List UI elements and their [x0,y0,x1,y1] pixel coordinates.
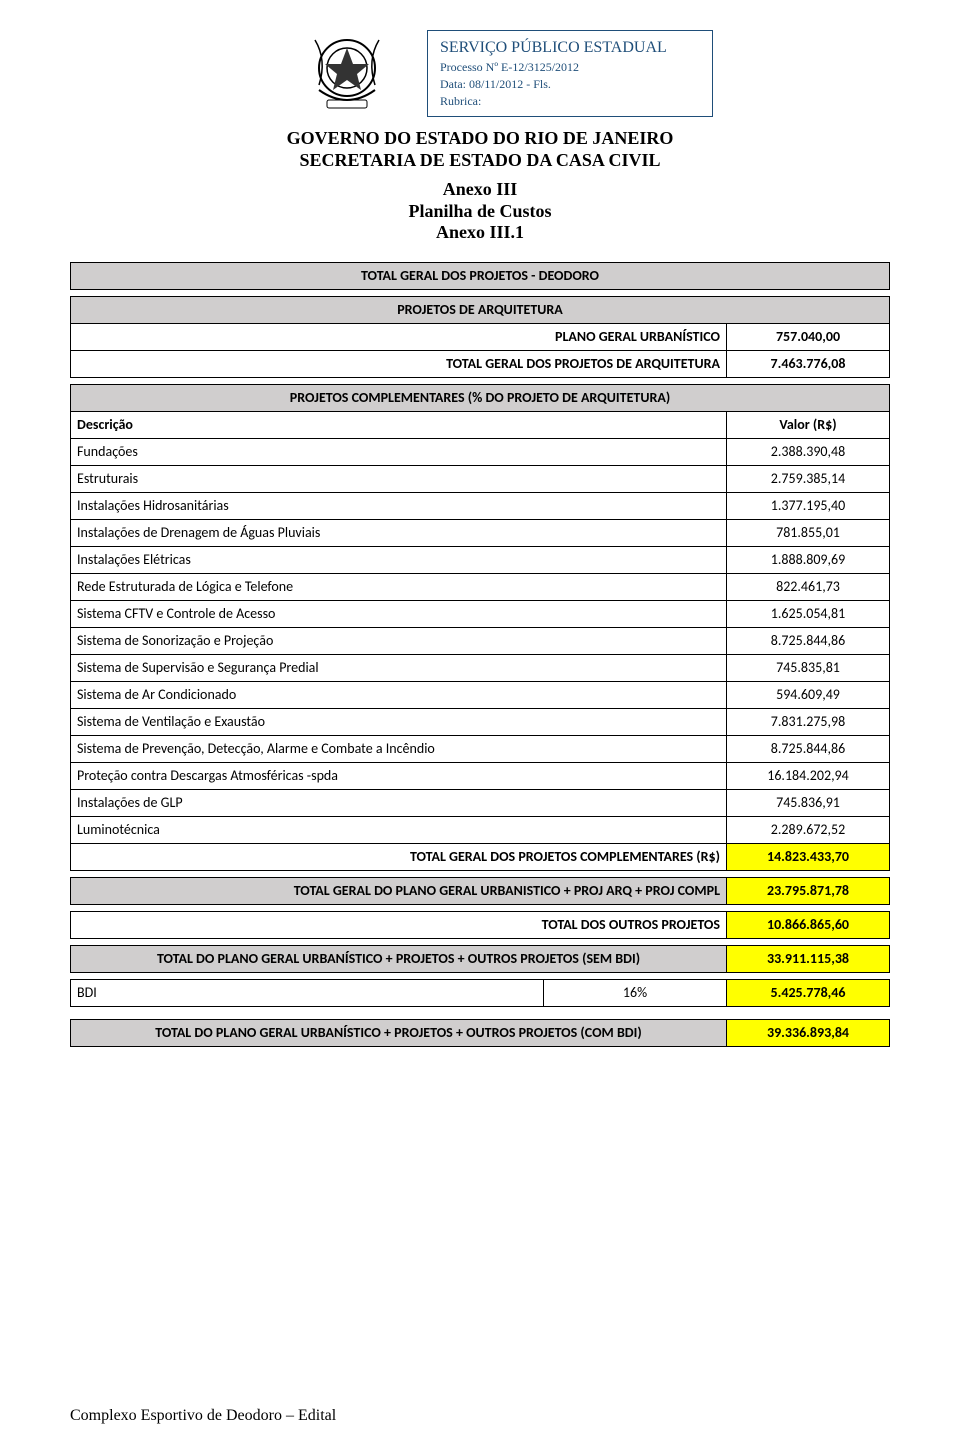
total-compl-valor: 14.823.433,70 [727,843,890,870]
desc-cell: Sistema de Ventilação e Exaustão [71,708,727,735]
plano-geral-label: PLANO GERAL URBANÍSTICO [71,323,727,350]
com-bdi-valor: 39.336.893,84 [727,1019,890,1046]
desc-cell: Instalações de GLP [71,789,727,816]
anexo-1: Anexo III [70,179,890,201]
gov-line2: SECRETARIA DE ESTADO DA CASA CIVIL [70,150,890,172]
bdi-label: BDI [71,979,544,1006]
desc-cell: Instalações Hidrosanitárias [71,492,727,519]
table-sem-bdi: TOTAL DO PLANO GERAL URBANÍSTICO + PROJE… [70,945,890,973]
table-header-total: TOTAL GERAL DOS PROJETOS - DEODORO [70,262,890,290]
value-cell: 2.289.672,52 [727,816,890,843]
table-row: Estruturais2.759.385,14 [71,465,890,492]
stamp-processo: Processo Nº E-12/3125/2012 [440,59,700,76]
desc-cell: Sistema de Prevenção, Detecção, Alarme e… [71,735,727,762]
table-row: Instalações Elétricas1.888.809,69 [71,546,890,573]
table-arquitetura: PROJETOS DE ARQUITETURA PLANO GERAL URBA… [70,296,890,378]
footer-text: Complexo Esportivo de Deodoro – Edital [70,1407,890,1425]
stamp-rubrica: Rubrica: [440,93,700,110]
sem-bdi-valor: 33.911.115,38 [727,945,890,972]
total-outros-label: TOTAL DOS OUTROS PROJETOS [71,911,727,938]
value-cell: 1.377.195,40 [727,492,890,519]
hdr-proj-compl: PROJETOS COMPLEMENTARES (% DO PROJETO DE… [71,384,890,411]
desc-cell: Luminotécnica [71,816,727,843]
total-urb-valor: 23.795.871,78 [727,877,890,904]
table-outros: TOTAL DOS OUTROS PROJETOS 10.866.865,60 [70,911,890,939]
value-cell: 2.388.390,48 [727,438,890,465]
stamp-title: SERVIÇO PÚBLICO ESTADUAL [440,37,700,59]
table-row: Fundações2.388.390,48 [71,438,890,465]
desc-cell: Rede Estruturada de Lógica e Telefone [71,573,727,600]
desc-cell: Estruturais [71,465,727,492]
table-row: Rede Estruturada de Lógica e Telefone822… [71,573,890,600]
gov-title: GOVERNO DO ESTADO DO RIO DE JANEIRO SECR… [70,128,890,171]
stamp-box: SERVIÇO PÚBLICO ESTADUAL Processo Nº E-1… [427,30,713,117]
value-cell: 1.625.054,81 [727,600,890,627]
total-outros-valor: 10.866.865,60 [727,911,890,938]
desc-cell: Instalações de Drenagem de Águas Pluviai… [71,519,727,546]
table-row: Sistema de Ventilação e Exaustão7.831.27… [71,708,890,735]
table-row: Sistema de Ar Condicionado594.609,49 [71,681,890,708]
value-cell: 2.759.385,14 [727,465,890,492]
header-row: SERVIÇO PÚBLICO ESTADUAL Processo Nº E-1… [130,30,890,120]
table-row: Sistema de Prevenção, Detecção, Alarme e… [71,735,890,762]
col-descricao: Descrição [71,411,727,438]
desc-cell: Sistema de Ar Condicionado [71,681,727,708]
value-cell: 8.725.844,86 [727,735,890,762]
table-row: Sistema de Supervisão e Segurança Predia… [71,654,890,681]
desc-cell: Sistema de Sonorização e Projeção [71,627,727,654]
value-cell: 822.461,73 [727,573,890,600]
stamp-data: Data: 08/11/2012 - Fls. [440,76,700,93]
com-bdi-label: TOTAL DO PLANO GERAL URBANÍSTICO + PROJE… [71,1019,727,1046]
document-page: SERVIÇO PÚBLICO ESTADUAL Processo Nº E-1… [0,0,960,1445]
desc-cell: Instalações Elétricas [71,546,727,573]
bdi-valor: 5.425.778,46 [727,979,890,1006]
anexo-3: Anexo III.1 [70,222,890,244]
desc-cell: Sistema de Supervisão e Segurança Predia… [71,654,727,681]
value-cell: 16.184.202,94 [727,762,890,789]
total-compl-label: TOTAL GERAL DOS PROJETOS COMPLEMENTARES … [71,843,727,870]
col-valor: Valor (R$) [727,411,890,438]
table-row: Proteção contra Descargas Atmosféricas -… [71,762,890,789]
table-bdi: BDI 16% 5.425.778,46 [70,979,890,1007]
total-arq-label: TOTAL GERAL DOS PROJETOS DE ARQUITETURA [71,350,727,377]
desc-cell: Sistema CFTV e Controle de Acesso [71,600,727,627]
table-com-bdi: TOTAL DO PLANO GERAL URBANÍSTICO + PROJE… [70,1019,890,1047]
total-urb-label: TOTAL GERAL DO PLANO GERAL URBANISTICO +… [71,877,727,904]
desc-cell: Fundações [71,438,727,465]
table-complementares: PROJETOS COMPLEMENTARES (% DO PROJETO DE… [70,384,890,871]
state-emblem [307,30,387,120]
total-arq-valor: 7.463.776,08 [727,350,890,377]
gov-line1: GOVERNO DO ESTADO DO RIO DE JANEIRO [70,128,890,150]
hdr-proj-arq: PROJETOS DE ARQUITETURA [71,296,890,323]
plano-geral-valor: 757.040,00 [727,323,890,350]
bdi-percent: 16% [544,979,727,1006]
value-cell: 745.835,81 [727,654,890,681]
table-row: Sistema CFTV e Controle de Acesso1.625.0… [71,600,890,627]
value-cell: 1.888.809,69 [727,546,890,573]
value-cell: 7.831.275,98 [727,708,890,735]
anexo-2: Planilha de Custos [70,201,890,223]
table-row: Instalações Hidrosanitárias1.377.195,40 [71,492,890,519]
value-cell: 781.855,01 [727,519,890,546]
table-row: Instalações de Drenagem de Águas Pluviai… [71,519,890,546]
table-row: Luminotécnica2.289.672,52 [71,816,890,843]
anexo-title: Anexo III Planilha de Custos Anexo III.1 [70,179,890,244]
desc-cell: Proteção contra Descargas Atmosféricas -… [71,762,727,789]
value-cell: 8.725.844,86 [727,627,890,654]
table-row: Sistema de Sonorização e Projeção8.725.8… [71,627,890,654]
value-cell: 594.609,49 [727,681,890,708]
table-row: Instalações de GLP745.836,91 [71,789,890,816]
hdr-total-geral: TOTAL GERAL DOS PROJETOS - DEODORO [71,262,890,289]
value-cell: 745.836,91 [727,789,890,816]
table-urb-arq-compl: TOTAL GERAL DO PLANO GERAL URBANISTICO +… [70,877,890,905]
sem-bdi-label: TOTAL DO PLANO GERAL URBANÍSTICO + PROJE… [71,945,727,972]
